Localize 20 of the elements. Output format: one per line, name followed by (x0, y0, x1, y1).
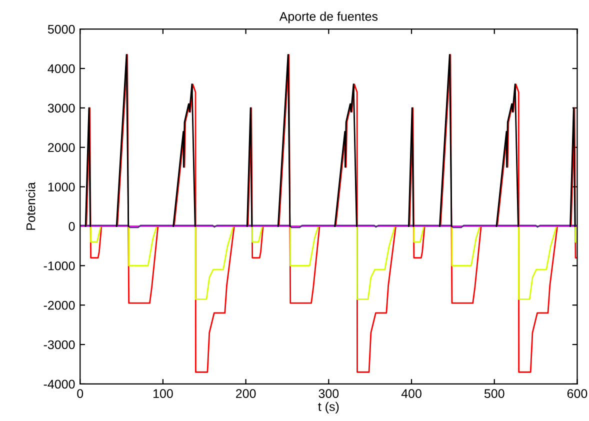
x-tick-label: 300 (318, 389, 339, 398)
y-tick-label: 1000 (48, 182, 75, 192)
y-tick-label: -1000 (44, 261, 75, 270)
x-tick-label: 200 (236, 389, 256, 398)
x-tick-label: 100 (153, 389, 173, 398)
x-axis-title: t (s) (318, 402, 339, 414)
x-tick-label: 400 (401, 389, 422, 398)
x-tick-label: 600 (567, 389, 588, 398)
y-tick-label: 5000 (48, 24, 75, 34)
x-tick-label: 0 (77, 389, 84, 398)
y-tick-label: 4000 (48, 64, 75, 74)
y-tick-label: -4000 (44, 380, 75, 389)
y-tick-label: 3000 (48, 104, 75, 113)
x-tick-label: 500 (484, 389, 504, 398)
y-axis-title: Potencia (26, 182, 36, 230)
y-tick-label: 2000 (48, 143, 75, 152)
y-tick-label: -2000 (44, 300, 75, 310)
chart-title: Aporte de fuentes (279, 12, 378, 24)
y-tick-label: 0 (68, 222, 75, 231)
y-tick-label: -3000 (44, 340, 75, 350)
